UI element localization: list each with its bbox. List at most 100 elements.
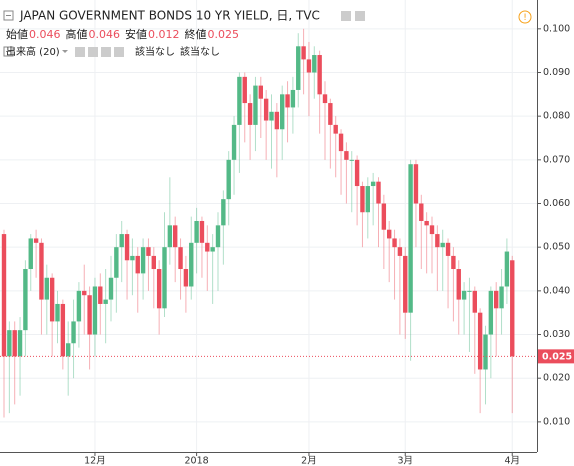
- candle-body: [17, 330, 23, 357]
- candle-body: [189, 242, 194, 287]
- volume-value: 該当なし: [135, 45, 175, 58]
- candle-body: [231, 124, 237, 160]
- candle-body: [205, 242, 210, 252]
- candle-body: [151, 255, 156, 270]
- candle-body: [312, 55, 317, 73]
- candle-body: [82, 290, 87, 296]
- candle-body: [7, 330, 12, 357]
- candle-body: [146, 247, 151, 256]
- candle-body: [92, 286, 98, 335]
- y-tick-label: 0.030: [543, 329, 570, 340]
- ohlc-label: 安値: [125, 27, 147, 41]
- candle-body: [317, 55, 322, 95]
- candle-body: [365, 186, 370, 213]
- y-tick-label: 0.080: [543, 111, 570, 122]
- x-tick-label: 2018: [185, 456, 209, 466]
- candle-body: [499, 286, 504, 309]
- collapse-icon[interactable]: [3, 46, 14, 57]
- candle-body: [413, 164, 419, 204]
- candle-body: [215, 225, 221, 248]
- eye-icon[interactable]: [341, 11, 351, 21]
- candle-body: [467, 290, 472, 292]
- candle-body: [376, 181, 381, 204]
- candle-body: [290, 89, 296, 108]
- candle-body: [44, 277, 49, 300]
- candle-body: [451, 255, 456, 270]
- candle-body: [419, 203, 424, 221]
- candle-body: [66, 343, 71, 357]
- settings-icon[interactable]: [355, 11, 365, 21]
- candle-body: [114, 247, 119, 278]
- settings-icon[interactable]: [88, 47, 98, 57]
- candle-body: [247, 103, 253, 125]
- candle-body: [39, 242, 44, 300]
- candle-body: [349, 159, 354, 161]
- chart-title: JAPAN GOVERNMENT BONDS 10 YR YIELD, 日, T…: [19, 9, 320, 23]
- grid: [0, 0, 537, 452]
- candle-body: [440, 242, 445, 248]
- candle-body: [178, 247, 183, 270]
- candle-body: [397, 247, 403, 256]
- candle-body: [135, 255, 140, 274]
- volume-value: 該当なし: [180, 45, 220, 58]
- candle-body: [156, 269, 162, 309]
- candle-body: [124, 234, 130, 261]
- candle-body: [23, 269, 28, 331]
- candle-body: [1, 234, 7, 357]
- candle-body: [301, 46, 306, 60]
- candle-body: [477, 312, 483, 370]
- x-tick-label: 3月: [397, 456, 413, 466]
- ohlc-value: 0.046: [89, 28, 121, 41]
- volume-label: 出来高 (20): [6, 45, 60, 58]
- candle-body: [194, 220, 199, 243]
- remove-icon[interactable]: [114, 47, 124, 57]
- candle-body: [119, 234, 124, 248]
- y-tick-label: 0.040: [543, 285, 570, 296]
- candle-body: [483, 334, 488, 370]
- last-price-box: [538, 349, 574, 364]
- warning-icon[interactable]: [518, 10, 532, 24]
- candle-body: [488, 290, 494, 335]
- candle-body: [12, 330, 17, 357]
- add-icon[interactable]: [101, 47, 111, 57]
- candle-body: [199, 220, 205, 243]
- candle-body: [28, 238, 33, 270]
- collapse-icon[interactable]: [3, 10, 14, 21]
- candle-body: [381, 203, 387, 230]
- candle-body: [98, 286, 103, 304]
- candle-body: [510, 260, 515, 357]
- candle-body: [435, 234, 440, 248]
- candle-body: [333, 124, 338, 134]
- candle-body: [130, 255, 135, 261]
- candle-body: [328, 103, 333, 125]
- candle-body: [285, 94, 290, 108]
- dropdown-icon[interactable]: [62, 50, 68, 53]
- ohlc-label: 終値: [185, 27, 207, 41]
- eye-icon[interactable]: [75, 47, 85, 57]
- plot: [0, 28, 537, 418]
- y-tick-label: 0.100: [543, 23, 570, 34]
- candle-body: [55, 303, 60, 322]
- ohlc-label: 始値: [6, 27, 28, 41]
- candle-body: [253, 85, 258, 125]
- candle-body: [242, 76, 247, 104]
- candle-body: [392, 238, 397, 248]
- candle-body: [456, 269, 461, 300]
- candle-body: [461, 290, 467, 300]
- candle-body: [354, 159, 360, 187]
- warning-mark: !: [523, 13, 527, 23]
- y-tick-label: 0.060: [543, 198, 570, 209]
- candle-body: [403, 255, 408, 313]
- candle-body: [445, 242, 451, 256]
- candle-body: [408, 164, 413, 313]
- y-tick-label: 0.070: [543, 154, 570, 165]
- candle-body: [33, 238, 39, 243]
- candle-body: [258, 85, 263, 99]
- candle-body: [87, 295, 92, 335]
- candle-body: [167, 225, 173, 248]
- candle-body: [226, 159, 231, 200]
- x-tick-label: 2月: [301, 456, 317, 466]
- candle-body: [322, 94, 328, 104]
